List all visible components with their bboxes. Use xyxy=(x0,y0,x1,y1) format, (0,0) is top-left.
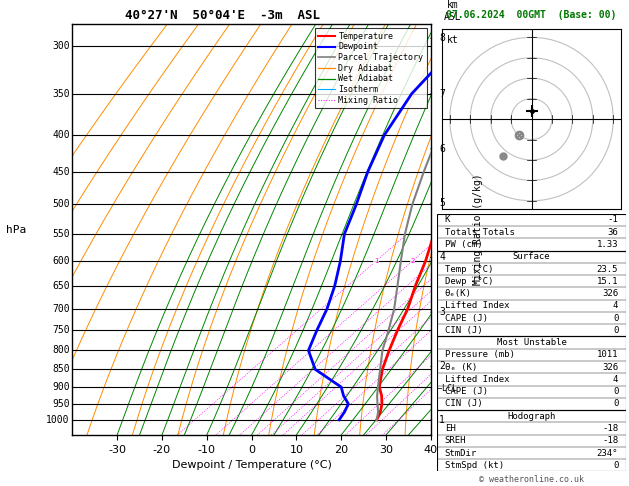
Text: 2: 2 xyxy=(410,258,415,264)
Text: 0: 0 xyxy=(613,313,618,323)
Text: 1: 1 xyxy=(439,415,445,425)
Text: 2: 2 xyxy=(439,362,445,371)
Text: 4: 4 xyxy=(613,375,618,384)
Text: Surface: Surface xyxy=(513,252,550,261)
Text: 7: 7 xyxy=(439,88,445,99)
Text: 1000: 1000 xyxy=(47,415,70,425)
Legend: Temperature, Dewpoint, Parcel Trajectory, Dry Adiabat, Wet Adiabat, Isotherm, Mi: Temperature, Dewpoint, Parcel Trajectory… xyxy=(315,29,426,108)
Text: 6: 6 xyxy=(439,144,445,154)
Text: 0: 0 xyxy=(613,326,618,335)
Text: CIN (J): CIN (J) xyxy=(445,326,482,335)
Text: -18: -18 xyxy=(602,436,618,445)
Text: 700: 700 xyxy=(52,304,70,314)
Text: 36: 36 xyxy=(608,228,618,237)
Text: 750: 750 xyxy=(52,326,70,335)
Text: -18: -18 xyxy=(602,424,618,433)
Text: km
ASL: km ASL xyxy=(444,0,462,22)
Text: CAPE (J): CAPE (J) xyxy=(445,387,487,396)
Text: 0: 0 xyxy=(613,461,618,470)
Text: 234°: 234° xyxy=(597,449,618,457)
Text: 800: 800 xyxy=(52,346,70,355)
Text: 8: 8 xyxy=(439,34,445,43)
Text: Hodograph: Hodograph xyxy=(508,412,555,421)
Text: 400: 400 xyxy=(52,130,70,140)
Text: 650: 650 xyxy=(52,281,70,291)
Text: © weatheronline.co.uk: © weatheronline.co.uk xyxy=(479,474,584,484)
Text: CIN (J): CIN (J) xyxy=(445,399,482,408)
Text: 326: 326 xyxy=(602,289,618,298)
Text: Mixing Ratio (g/kg): Mixing Ratio (g/kg) xyxy=(473,174,483,285)
Text: 3: 3 xyxy=(439,307,445,317)
Text: 950: 950 xyxy=(52,399,70,409)
Text: hPa: hPa xyxy=(6,225,26,235)
Text: 300: 300 xyxy=(52,41,70,51)
Text: 326: 326 xyxy=(602,363,618,372)
Text: 850: 850 xyxy=(52,364,70,374)
Text: Lifted Index: Lifted Index xyxy=(445,301,509,311)
Text: 5: 5 xyxy=(439,198,445,208)
Text: 550: 550 xyxy=(52,229,70,239)
Text: Pressure (mb): Pressure (mb) xyxy=(445,350,515,359)
Text: 500: 500 xyxy=(52,199,70,209)
Text: θₑ(K): θₑ(K) xyxy=(445,289,472,298)
Text: —LCL: —LCL xyxy=(437,384,457,393)
Text: Lifted Index: Lifted Index xyxy=(445,375,509,384)
Text: 450: 450 xyxy=(52,167,70,177)
Text: Totals Totals: Totals Totals xyxy=(445,228,515,237)
Text: 4: 4 xyxy=(439,252,445,262)
Text: kt: kt xyxy=(447,35,459,45)
Text: 23.5: 23.5 xyxy=(597,264,618,274)
Text: Temp (°C): Temp (°C) xyxy=(445,264,493,274)
Text: 0: 0 xyxy=(613,387,618,396)
Text: CAPE (J): CAPE (J) xyxy=(445,313,487,323)
Text: θₑ (K): θₑ (K) xyxy=(445,363,477,372)
Text: EH: EH xyxy=(445,424,455,433)
Text: -1: -1 xyxy=(608,215,618,225)
Text: PW (cm): PW (cm) xyxy=(445,240,482,249)
Text: StmDir: StmDir xyxy=(445,449,477,457)
Text: 900: 900 xyxy=(52,382,70,392)
Text: 1.33: 1.33 xyxy=(597,240,618,249)
Text: 40°27'N  50°04'E  -3m  ASL: 40°27'N 50°04'E -3m ASL xyxy=(125,9,320,22)
Text: 07.06.2024  00GMT  (Base: 00): 07.06.2024 00GMT (Base: 00) xyxy=(447,10,616,20)
Text: Dewp (°C): Dewp (°C) xyxy=(445,277,493,286)
X-axis label: Dewpoint / Temperature (°C): Dewpoint / Temperature (°C) xyxy=(172,460,331,470)
Text: K: K xyxy=(445,215,450,225)
Text: 0: 0 xyxy=(613,399,618,408)
Text: 1: 1 xyxy=(374,258,378,264)
Text: 4: 4 xyxy=(613,301,618,311)
Text: StmSpd (kt): StmSpd (kt) xyxy=(445,461,504,470)
Text: SREH: SREH xyxy=(445,436,466,445)
Text: 350: 350 xyxy=(52,88,70,99)
Text: 600: 600 xyxy=(52,256,70,266)
Text: Most Unstable: Most Unstable xyxy=(496,338,567,347)
Text: 1011: 1011 xyxy=(597,350,618,359)
Text: 15.1: 15.1 xyxy=(597,277,618,286)
